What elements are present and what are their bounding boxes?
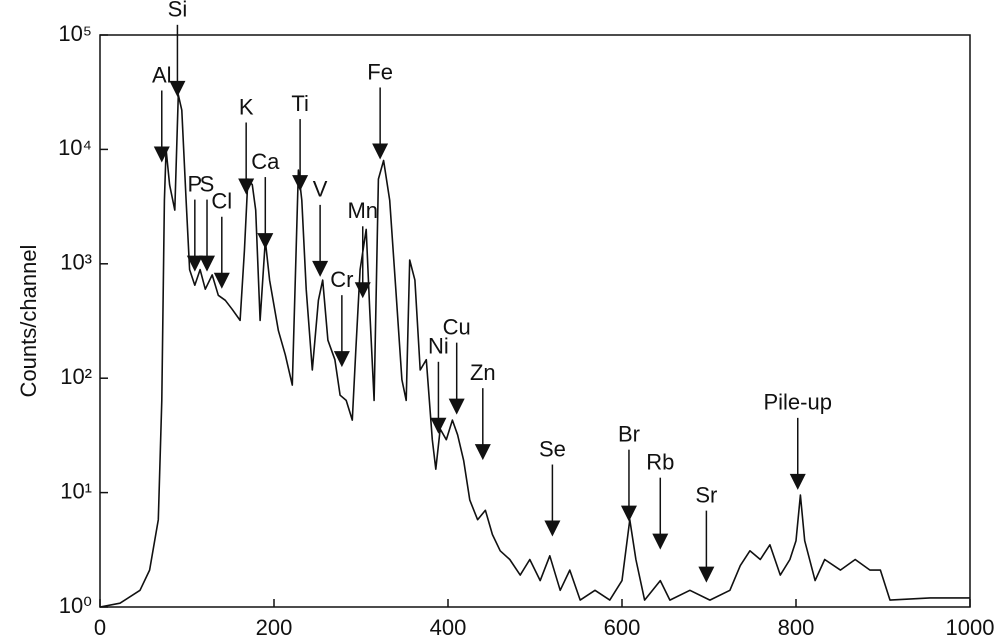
annotation-arrowhead [292,175,309,192]
annotation-arrowhead [312,260,329,277]
annotation-label: Pile-up [763,390,831,415]
y-tick-label: 10⁵ [58,21,92,46]
annotation-arrowhead [354,282,371,299]
annotation-arrowhead [430,417,447,434]
y-tick-label: 10² [60,364,92,389]
annotation-label: Ti [291,91,309,116]
annotation-arrowhead [199,255,216,272]
annotation-label: Si [168,0,188,22]
y-tick-label: 10⁰ [59,593,92,618]
annotation-arrowhead [698,566,715,583]
annotation-label: K [239,94,254,119]
annotation-arrowhead [213,272,230,289]
y-tick-label: 10³ [60,250,92,275]
x-tick-label: 200 [256,615,293,640]
y-axis-label: Counts/channel [16,245,41,398]
annotation-label: S [200,171,215,196]
annotation-arrowhead [789,473,806,490]
annotation-arrowhead [372,143,389,160]
annotation-label: Mn [347,198,378,223]
annotation-label: Al [152,62,172,87]
annotation-label: Zn [470,360,496,385]
annotation-arrowhead [153,146,170,163]
y-tick-label: 10⁴ [58,135,92,160]
annotation-label: Rb [646,449,674,474]
annotation-arrowhead [544,520,561,537]
annotation-arrowhead [186,255,203,272]
annotation-label: Sr [695,482,717,507]
y-tick-label: 10¹ [60,478,92,503]
annotation-arrowhead [474,444,491,461]
x-tick-label: 0 [94,615,106,640]
plot-frame [99,34,971,608]
annotation-arrowhead [257,233,274,250]
annotation-label: V [313,177,328,202]
annotation-label: Cu [443,314,471,339]
x-tick-label: 1000 [946,615,995,640]
x-tick-label: 400 [430,615,467,640]
annotation-arrowhead [238,178,255,195]
annotation-label: Ca [251,149,280,174]
spectrum-line [99,94,970,608]
annotation-label: Cr [330,267,353,292]
annotation-label: Cl [211,189,232,214]
annotation-arrowhead [652,533,669,550]
annotation-label: Br [618,421,640,446]
annotation-label: Fe [367,59,393,84]
x-tick-label: 600 [604,615,641,640]
annotation-label: Se [539,436,566,461]
x-tick-label: 800 [778,615,815,640]
annotation-label: P [187,171,202,196]
annotation-label: Ni [428,334,449,359]
annotation-arrowhead [333,351,350,368]
annotation-arrowhead [620,505,637,522]
annotation-arrowhead [448,398,465,415]
annotation-arrowhead [169,80,186,97]
